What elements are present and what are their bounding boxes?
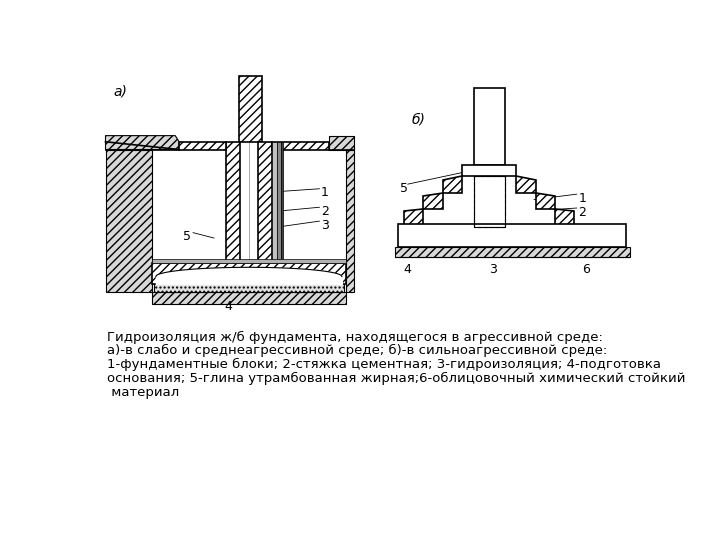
Bar xyxy=(474,88,505,165)
Text: 5: 5 xyxy=(400,182,408,195)
Polygon shape xyxy=(152,292,346,303)
Text: 2: 2 xyxy=(578,206,586,219)
Bar xyxy=(462,165,516,177)
Polygon shape xyxy=(404,209,423,226)
Bar xyxy=(225,142,240,264)
Bar xyxy=(276,142,281,264)
Text: 4: 4 xyxy=(404,264,412,276)
Polygon shape xyxy=(443,177,462,193)
Bar xyxy=(153,284,344,292)
Bar xyxy=(395,247,630,256)
Polygon shape xyxy=(106,136,179,150)
Bar xyxy=(179,142,225,150)
Text: 1: 1 xyxy=(578,192,586,205)
Text: 3: 3 xyxy=(321,219,329,232)
Polygon shape xyxy=(423,193,443,209)
Bar xyxy=(272,142,330,150)
Polygon shape xyxy=(106,150,152,292)
Polygon shape xyxy=(536,193,555,209)
Bar xyxy=(239,76,262,142)
Text: 1-фундаментные блоки; 2-стяжка цементная; 3-гидроизоляция; 4-подготовка: 1-фундаментные блоки; 2-стяжка цементная… xyxy=(107,358,661,371)
Text: основания; 5-глина утрамбованная жирная;6-облицовочный химический стойкий: основания; 5-глина утрамбованная жирная;… xyxy=(107,372,685,385)
Text: 1: 1 xyxy=(321,186,329,199)
Polygon shape xyxy=(516,177,536,193)
Polygon shape xyxy=(330,136,354,150)
Polygon shape xyxy=(346,150,354,292)
Polygon shape xyxy=(555,209,575,226)
Text: а)-в слабо и среднеагрессивной среде; б)-в сильноагрессивной среде:: а)-в слабо и среднеагрессивной среде; б)… xyxy=(107,345,607,357)
Text: материал: материал xyxy=(107,386,179,399)
Bar xyxy=(258,142,272,264)
Bar xyxy=(152,259,346,264)
Bar xyxy=(474,177,505,226)
Bar xyxy=(272,142,276,264)
Text: 5: 5 xyxy=(183,231,191,244)
Text: б): б) xyxy=(412,112,426,126)
Text: 2: 2 xyxy=(321,205,329,218)
Bar xyxy=(152,264,346,284)
Bar xyxy=(240,142,258,264)
Text: Гидроизоляция ж/б фундамента, находящегося в агрессивной среде:: Гидроизоляция ж/б фундамента, находящего… xyxy=(107,330,603,343)
Text: 6: 6 xyxy=(582,264,590,276)
Bar xyxy=(398,224,626,247)
Bar xyxy=(474,177,505,226)
Text: 3: 3 xyxy=(489,264,497,276)
Bar xyxy=(281,142,283,264)
Text: а): а) xyxy=(113,84,127,98)
Text: 4: 4 xyxy=(224,300,232,313)
